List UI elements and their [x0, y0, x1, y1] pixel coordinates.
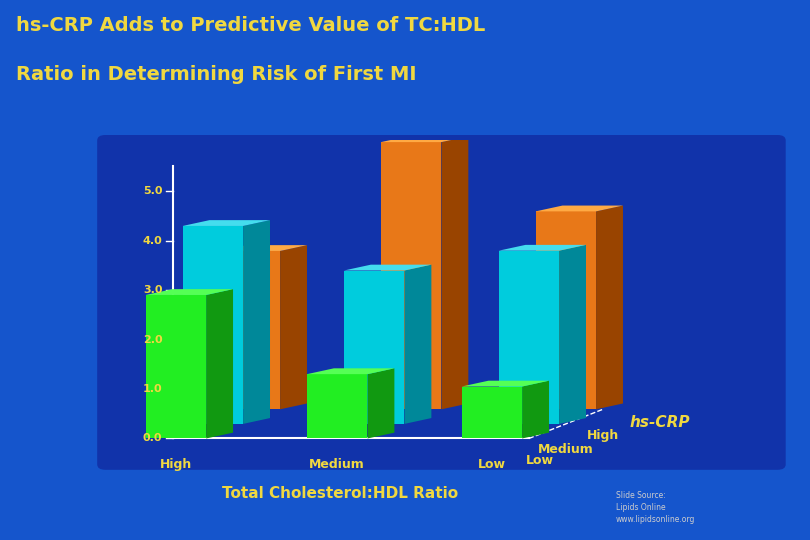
Text: Low: Low [526, 454, 554, 467]
Polygon shape [146, 295, 206, 438]
Text: Slide Source:
Lipids Online
www.lipidsonline.org: Slide Source: Lipids Online www.lipidson… [616, 491, 695, 524]
Text: 2.0: 2.0 [143, 334, 163, 345]
Polygon shape [596, 206, 623, 409]
Text: Medium: Medium [309, 458, 365, 471]
Polygon shape [220, 251, 280, 409]
Polygon shape [243, 220, 270, 424]
Polygon shape [381, 142, 441, 409]
Polygon shape [220, 245, 307, 251]
Text: 5.0: 5.0 [143, 186, 163, 196]
Text: hs-CRP: hs-CRP [629, 415, 690, 430]
Polygon shape [522, 381, 549, 438]
Polygon shape [146, 289, 233, 295]
Text: 1.0: 1.0 [143, 384, 163, 394]
Polygon shape [344, 265, 432, 271]
Polygon shape [182, 226, 243, 424]
Polygon shape [307, 368, 394, 374]
Text: Total Cholesterol:HDL Ratio: Total Cholesterol:HDL Ratio [222, 486, 458, 501]
Text: Medium: Medium [538, 443, 594, 456]
Text: High: High [586, 429, 619, 442]
Polygon shape [559, 245, 586, 424]
Polygon shape [307, 374, 368, 438]
Text: 4.0: 4.0 [143, 235, 163, 246]
Polygon shape [206, 289, 233, 438]
Text: Low: Low [478, 458, 506, 471]
Polygon shape [499, 251, 559, 424]
Text: Ratio in Determining Risk of First MI: Ratio in Determining Risk of First MI [16, 65, 416, 84]
Polygon shape [462, 381, 549, 387]
Polygon shape [535, 211, 596, 409]
Polygon shape [462, 387, 522, 438]
Polygon shape [280, 245, 307, 409]
Polygon shape [441, 136, 468, 409]
Polygon shape [344, 271, 404, 424]
Polygon shape [404, 265, 432, 424]
Polygon shape [381, 136, 468, 142]
Polygon shape [499, 245, 586, 251]
Polygon shape [535, 206, 623, 211]
Polygon shape [368, 368, 394, 438]
Polygon shape [182, 220, 270, 226]
Text: 3.0: 3.0 [143, 285, 163, 295]
Text: 0.0: 0.0 [143, 434, 163, 443]
Text: High: High [160, 458, 192, 471]
Text: hs-CRP Adds to Predictive Value of TC:HDL: hs-CRP Adds to Predictive Value of TC:HD… [16, 16, 485, 35]
